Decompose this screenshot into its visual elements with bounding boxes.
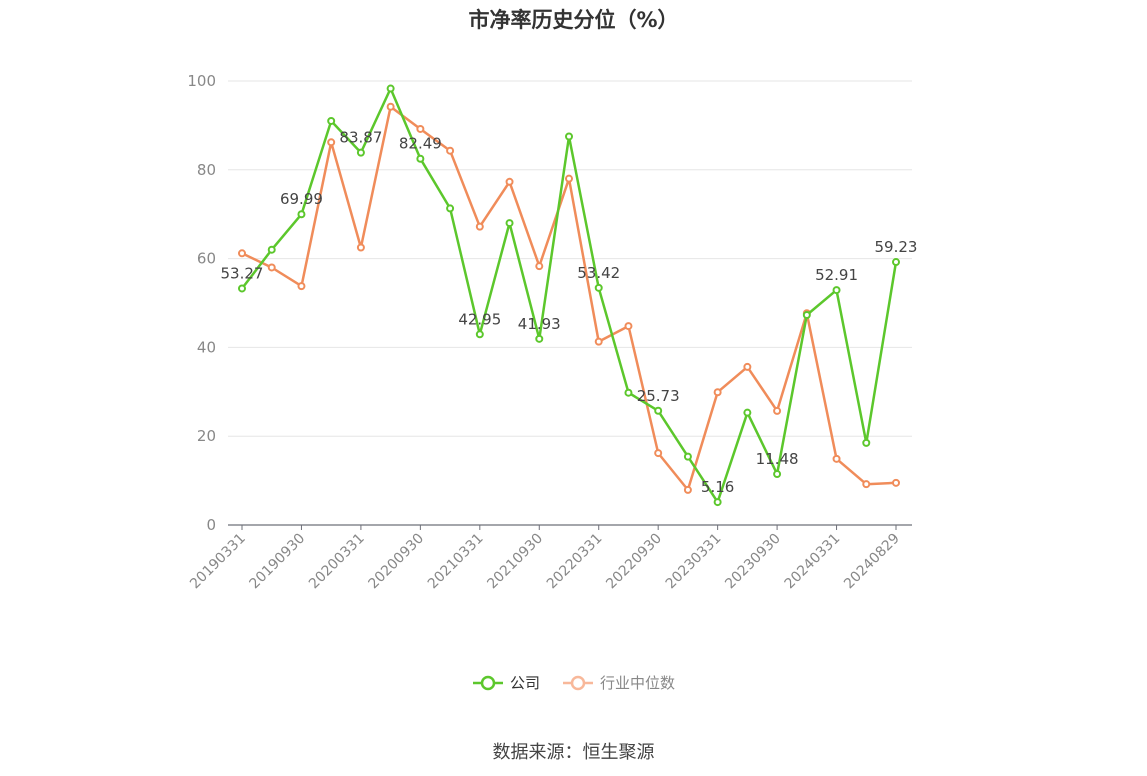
chart-title: 市净率历史分位（%） [468,8,679,32]
data-point [683,452,692,461]
data-point [416,124,425,133]
data-point [356,243,365,252]
data-label: 83.87 [339,129,382,147]
data-label: 53.27 [221,264,264,282]
legend-label: 行业中位数 [600,674,676,692]
data-label: 52.91 [815,266,858,284]
data-point [267,263,276,272]
legend-label: 公司 [509,674,540,692]
data-point [327,138,336,147]
data-point [862,438,871,447]
legend-item[interactable]: 行业中位数 [562,672,675,693]
x-tick-label: 20200331 [306,531,368,593]
data-point [892,478,900,487]
legend-marker-icon [472,675,503,690]
data-point [238,249,246,258]
x-tick-label: 20240331 [782,531,844,593]
data-point [802,310,811,319]
data-source: 数据来源：恒生聚源 [492,742,655,763]
series-line [241,105,897,492]
x-tick-label: 20220331 [544,531,606,593]
data-point [594,283,603,292]
x-tick-label: 20210331 [425,531,487,593]
x-tick-label: 20230331 [663,531,725,593]
data-point [862,480,871,489]
data-point [505,219,514,228]
data-point [624,388,633,397]
data-point [446,204,455,213]
data-point [535,262,544,271]
x-tick-label: 20200930 [365,531,427,593]
series-line [241,87,898,504]
data-point [832,286,841,295]
data-point [238,284,246,293]
legend: 公司 行业中位数 [0,672,1147,693]
data-point [297,282,306,291]
data-point [773,406,782,415]
data-point [743,408,752,417]
data-label: 42.95 [458,310,501,328]
data-point [773,470,782,479]
x-tick-label: 20220930 [603,531,665,593]
data-point [505,177,514,186]
data-point [624,322,633,331]
x-tick-label: 20210930 [484,531,546,593]
data-point [475,330,484,339]
data-label: 53.42 [577,264,620,282]
data-point [386,84,395,93]
legend-marker-icon [563,675,593,690]
y-tick-label: 40 [197,338,216,356]
data-point [356,148,365,157]
y-tick-label: 100 [187,72,216,90]
data-label: 5.16 [701,478,734,496]
data-point [446,146,455,155]
legend-item[interactable]: 公司 [472,672,540,693]
data-label: 25.73 [637,387,680,405]
data-point [832,454,841,463]
data-point [713,388,722,397]
data-point [565,174,573,183]
data-label: 82.49 [399,135,442,153]
x-tick-label: 20190331 [187,531,249,593]
x-tick-label: 20240829 [841,531,903,593]
data-point [327,116,336,125]
x-tick-label: 20190930 [247,531,309,593]
y-tick-label: 0 [206,516,216,534]
data-point [386,102,395,111]
data-point [892,258,900,267]
data-point [475,222,484,231]
y-tick-label: 20 [197,427,216,445]
data-label: 59.23 [875,238,918,256]
data-point [267,245,276,254]
data-point [654,406,663,415]
data-point [416,154,425,163]
y-tick-label: 60 [197,250,216,268]
data-label: 69.99 [280,190,323,208]
data-point [297,210,306,219]
data-point [535,334,544,343]
x-tick-label: 20230930 [722,531,784,593]
data-label: 11.48 [756,450,799,468]
data-point [565,132,573,141]
data-point [743,362,752,371]
data-point [713,498,722,507]
data-point [594,337,603,346]
y-tick-label: 80 [197,161,216,179]
data-label: 41.93 [518,315,561,333]
data-point [654,449,663,458]
data-point [683,485,692,494]
